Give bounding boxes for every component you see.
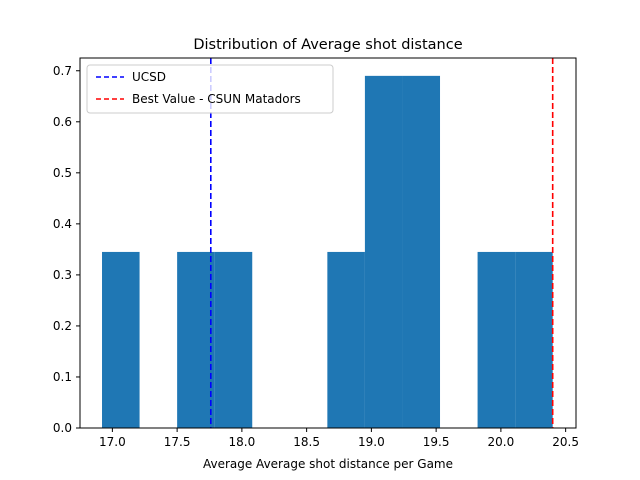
y-tick-label: 0.6 bbox=[53, 115, 72, 129]
legend: UCSD Best Value - CSUN Matadors bbox=[86, 64, 334, 114]
histogram-bar-8 bbox=[402, 75, 441, 429]
x-axis-label: Average Average shot distance per Game bbox=[203, 457, 453, 471]
chart-title: Distribution of Average shot distance bbox=[193, 37, 462, 53]
histogram-bar-11 bbox=[515, 251, 553, 428]
y-tick-label: 0.0 bbox=[53, 421, 72, 435]
x-tick-label: 17.0 bbox=[99, 435, 126, 449]
histogram-bar-2 bbox=[177, 251, 215, 428]
x-axis: 17.0 17.5 18.0 18.5 19.0 19.5 20.0 20.5 bbox=[99, 428, 579, 449]
reference-lines-group bbox=[209, 58, 554, 428]
histogram-bar-6 bbox=[327, 251, 365, 428]
x-tick-label: 19.0 bbox=[358, 435, 385, 449]
x-tick-label: 19.5 bbox=[423, 435, 450, 449]
y-axis: 0.0 0.1 0.2 0.3 0.4 0.5 0.6 0.7 bbox=[53, 64, 80, 435]
x-tick-label: 20.5 bbox=[552, 435, 579, 449]
x-tick-label: 18.5 bbox=[293, 435, 320, 449]
x-tick-label: 20.0 bbox=[488, 435, 515, 449]
y-tick-label: 0.1 bbox=[53, 370, 72, 384]
histogram-bar-3 bbox=[214, 251, 253, 428]
legend-box bbox=[86, 64, 334, 114]
y-tick-label: 0.3 bbox=[53, 268, 72, 282]
x-tick-label: 18.0 bbox=[229, 435, 256, 449]
histogram-bar-10 bbox=[477, 251, 516, 428]
histogram-bar-7 bbox=[364, 75, 403, 429]
y-tick-label: 0.4 bbox=[53, 217, 72, 231]
x-tick-label: 17.5 bbox=[164, 435, 191, 449]
histogram-bar-0 bbox=[102, 251, 140, 428]
legend-label-ucsd: UCSD bbox=[132, 70, 166, 84]
y-tick-label: 0.2 bbox=[53, 319, 72, 333]
bars-group bbox=[102, 75, 553, 429]
y-tick-label: 0.5 bbox=[53, 166, 72, 180]
y-tick-label: 0.7 bbox=[53, 64, 72, 78]
plot-frame bbox=[79, 57, 577, 429]
legend-label-best-value: Best Value - CSUN Matadors bbox=[132, 92, 301, 106]
